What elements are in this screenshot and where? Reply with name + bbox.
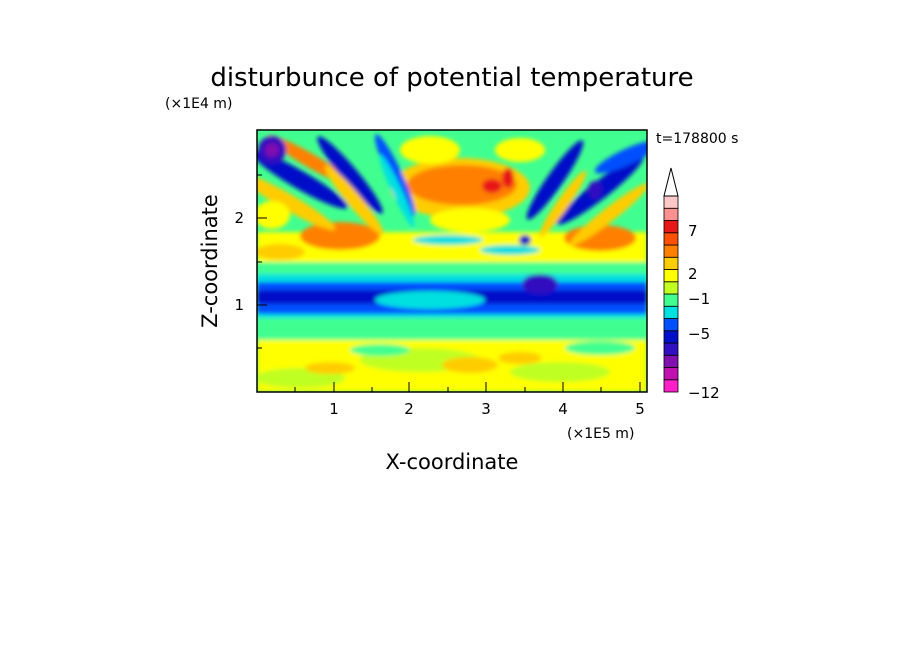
x-tick-3: 3 [481,382,491,418]
colorbar-label-minus5: −5 [688,325,710,343]
colorbar-label-minus12: −12 [688,384,720,402]
y-tick-label-1: 1 [234,296,244,314]
colorbar-label-7: 7 [688,222,698,240]
colorbar-swatch-9 [663,269,679,283]
y-axis-label: Z-coordinate [198,194,222,328]
colorbar-swatch-12 [663,232,679,246]
colorbar-swatch-14 [663,207,679,221]
colorbar-swatch-11 [663,244,679,258]
colorbar-swatch-4 [663,330,679,344]
colorbar-extend-arrow [663,167,679,197]
colorbar-swatch-2 [663,354,679,368]
x-tick-label-4: 4 [558,400,568,418]
colorbar-swatch-13 [663,220,679,234]
x-tick-2: 2 [404,382,414,418]
colorbar-swatch-1 [663,367,679,381]
x-tick-label-3: 3 [481,400,491,418]
x-tick-label-5: 5 [635,400,645,418]
x-tick-label-1: 1 [329,400,339,418]
colorbar-label-minus1: −1 [688,290,710,308]
x-tick-label-2: 2 [404,400,414,418]
y-tick-2: 2 [234,209,267,227]
colorbar-swatch-10 [663,256,679,270]
y-tick-1: 1 [234,296,267,314]
colorbar-labels: 7 2 −1 −5 −12 [688,222,720,402]
chart-title: disturbunce of potential temperature [210,63,693,93]
time-annotation: t=178800 s [656,131,738,147]
heatmap-field [257,130,647,392]
axes: 1 2 3 4 5 1 2 [234,174,645,418]
colorbar-swatch-0 [663,379,679,393]
colorbar-swatch-15 [663,195,679,209]
colorbar-swatch-6 [663,305,679,319]
colorbar-swatch-7 [663,293,679,307]
colorbar-swatch-8 [663,281,679,295]
colorbar-swatch-3 [663,342,679,356]
x-tick-4: 4 [558,382,568,418]
colorbar-label-2: 2 [688,265,698,283]
colorbar [663,167,679,393]
x-unit-label: (×1E5 m) [567,426,634,442]
minor-ticks [257,174,602,392]
y-unit-label: (×1E4 m) [165,96,232,112]
x-tick-1: 1 [329,382,339,418]
colorbar-swatch-5 [663,318,679,332]
x-axis-label: X-coordinate [386,450,519,474]
y-tick-label-2: 2 [234,209,244,227]
x-tick-5: 5 [635,382,645,418]
plot-frame [256,129,648,393]
